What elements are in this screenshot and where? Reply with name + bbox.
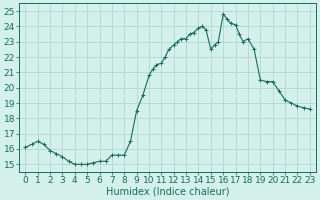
X-axis label: Humidex (Indice chaleur): Humidex (Indice chaleur)	[106, 187, 229, 197]
